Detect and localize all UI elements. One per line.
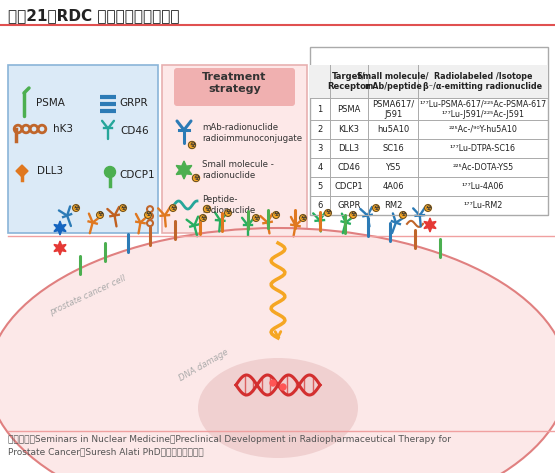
- Text: Peptide-
radionuclide: Peptide- radionuclide: [202, 194, 255, 215]
- Text: PSMA617/
J591: PSMA617/ J591: [372, 99, 414, 119]
- Text: ☢: ☢: [373, 205, 379, 210]
- Text: Treatment
strategy: Treatment strategy: [203, 72, 267, 94]
- Text: 资料来源：Seminars in Nuclear Medicine（Preclinical Development in Radiopharmaceutical: 资料来源：Seminars in Nuclear Medicine（Precli…: [8, 435, 451, 456]
- Circle shape: [273, 211, 279, 219]
- Polygon shape: [54, 221, 66, 235]
- Text: DLL3: DLL3: [37, 166, 63, 176]
- Text: ☢: ☢: [145, 212, 151, 218]
- Circle shape: [325, 210, 331, 217]
- Text: PSMA: PSMA: [337, 105, 361, 114]
- Text: ☢: ☢: [400, 212, 406, 218]
- Text: ☢: ☢: [273, 212, 279, 218]
- FancyBboxPatch shape: [8, 65, 158, 233]
- Text: ☢: ☢: [200, 216, 206, 220]
- Polygon shape: [176, 161, 192, 179]
- Text: ²²⁵Ac-/⁹⁰Y-hu5A10: ²²⁵Ac-/⁹⁰Y-hu5A10: [448, 125, 517, 134]
- Circle shape: [225, 210, 231, 217]
- Circle shape: [97, 211, 103, 219]
- Text: KLK3: KLK3: [339, 125, 360, 134]
- Circle shape: [270, 380, 276, 386]
- Text: 4A06: 4A06: [382, 182, 404, 191]
- Ellipse shape: [198, 358, 358, 458]
- Circle shape: [350, 211, 356, 219]
- Text: YS5: YS5: [385, 163, 401, 172]
- Text: ☢: ☢: [350, 212, 356, 218]
- Circle shape: [203, 205, 210, 212]
- Text: DNA damage: DNA damage: [178, 347, 230, 383]
- Text: 4: 4: [317, 163, 322, 172]
- Polygon shape: [16, 165, 28, 177]
- Text: ☢: ☢: [325, 210, 331, 216]
- Text: ☢: ☢: [120, 205, 126, 210]
- Text: Small molecule/
mAb/peptide: Small molecule/ mAb/peptide: [357, 72, 429, 91]
- Circle shape: [104, 166, 115, 177]
- Text: CDCP1: CDCP1: [335, 182, 364, 191]
- Polygon shape: [424, 218, 436, 232]
- Circle shape: [372, 205, 380, 211]
- Text: RM2: RM2: [384, 201, 402, 210]
- Circle shape: [300, 215, 306, 221]
- Text: 图表21：RDC 治疗前列腺癌的格局: 图表21：RDC 治疗前列腺癌的格局: [8, 8, 179, 23]
- Text: ☢: ☢: [300, 216, 306, 220]
- Text: ☢: ☢: [193, 175, 199, 181]
- Text: CD46: CD46: [120, 126, 149, 136]
- Text: 1: 1: [317, 105, 322, 114]
- Text: Small molecule -
radionuclide: Small molecule - radionuclide: [202, 159, 274, 180]
- Text: ☢: ☢: [189, 142, 195, 148]
- FancyBboxPatch shape: [162, 65, 307, 233]
- Text: CDCP1: CDCP1: [119, 170, 155, 180]
- Circle shape: [400, 211, 406, 219]
- Text: ²²⁵Ac-DOTA-YS5: ²²⁵Ac-DOTA-YS5: [452, 163, 513, 172]
- Bar: [310, 47, 548, 215]
- FancyBboxPatch shape: [174, 68, 295, 106]
- Text: Target/
Receptor: Target/ Receptor: [327, 72, 371, 91]
- Text: ☢: ☢: [97, 212, 103, 218]
- Text: 5: 5: [317, 182, 322, 191]
- Circle shape: [425, 205, 431, 211]
- Text: ☢: ☢: [425, 205, 431, 210]
- Text: ☢: ☢: [225, 210, 231, 216]
- Text: prostate cancer cell: prostate cancer cell: [48, 273, 127, 316]
- Text: PSMA: PSMA: [36, 98, 65, 108]
- Text: ☢: ☢: [253, 216, 259, 220]
- Text: hu5A10: hu5A10: [377, 125, 409, 134]
- Text: ☢: ☢: [170, 205, 176, 210]
- Text: SC16: SC16: [382, 144, 404, 153]
- Circle shape: [280, 384, 286, 390]
- Text: 3: 3: [317, 144, 322, 153]
- Circle shape: [188, 141, 195, 149]
- Text: ¹⁷⁷Lu-DTPA-SC16: ¹⁷⁷Lu-DTPA-SC16: [450, 144, 516, 153]
- Text: ¹⁷⁷Lu-4A06: ¹⁷⁷Lu-4A06: [462, 182, 504, 191]
- Polygon shape: [54, 241, 66, 255]
- Circle shape: [145, 211, 152, 219]
- Bar: [310, 65, 548, 98]
- Text: CD46: CD46: [337, 163, 361, 172]
- Circle shape: [73, 205, 79, 211]
- Circle shape: [200, 215, 206, 221]
- Text: ¹⁷⁷Lu-PSMA-617/²²⁵Ac-PSMA-617
¹⁷⁷Lu-J591/²²⁵Ac-J591: ¹⁷⁷Lu-PSMA-617/²²⁵Ac-PSMA-617 ¹⁷⁷Lu-J591…: [420, 99, 547, 119]
- Text: mAb-radionuclide
radioimmunoconjugate: mAb-radionuclide radioimmunoconjugate: [202, 123, 302, 143]
- Text: 6: 6: [317, 201, 322, 210]
- Text: GRPR: GRPR: [337, 201, 361, 210]
- Text: 2: 2: [317, 125, 322, 134]
- Text: GRPR: GRPR: [119, 98, 148, 108]
- Circle shape: [170, 205, 176, 211]
- Text: hK3: hK3: [53, 124, 73, 134]
- Ellipse shape: [0, 228, 555, 473]
- Text: ¹⁷⁷Lu-RM2: ¹⁷⁷Lu-RM2: [463, 201, 503, 210]
- Circle shape: [193, 175, 200, 182]
- Text: DLL3: DLL3: [339, 144, 360, 153]
- Circle shape: [119, 205, 127, 211]
- Circle shape: [253, 215, 259, 221]
- Text: ☢: ☢: [73, 205, 79, 210]
- Text: ☢: ☢: [204, 206, 210, 212]
- Text: Radiolabeled /Isotope
β⁻/α-emitting radionuclide: Radiolabeled /Isotope β⁻/α-emitting radi…: [423, 72, 543, 91]
